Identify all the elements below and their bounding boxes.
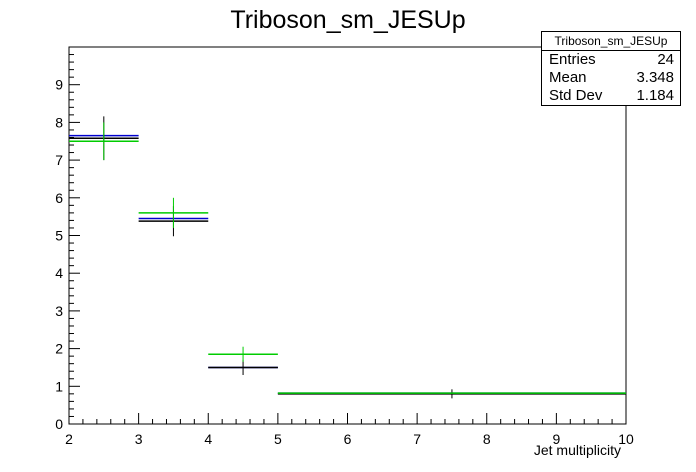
x-tick-label: 6 bbox=[344, 431, 352, 447]
x-tick-label: 3 bbox=[135, 431, 143, 447]
y-tick-label: 6 bbox=[55, 190, 63, 206]
stats-value: 24 bbox=[657, 51, 674, 68]
y-tick-label: 1 bbox=[55, 378, 63, 394]
stats-label: Std Dev bbox=[549, 87, 603, 104]
stats-value: 3.348 bbox=[636, 69, 674, 86]
x-tick-label: 5 bbox=[274, 431, 282, 447]
data-marks bbox=[69, 116, 626, 399]
chart-title: Triboson_sm_JESUp bbox=[230, 6, 466, 34]
x-tick-label: 7 bbox=[413, 431, 421, 447]
y-tick-label: 5 bbox=[55, 228, 63, 244]
x-tick-label: 8 bbox=[483, 431, 491, 447]
stats-box: Triboson_sm_JESUp Entries 24 Mean 3.348 … bbox=[541, 31, 681, 106]
y-tick-label: 7 bbox=[55, 152, 63, 168]
y-tick-label: 3 bbox=[55, 303, 63, 319]
axis-ticks bbox=[68, 46, 627, 425]
x-tick-label: 4 bbox=[204, 431, 212, 447]
stats-box-name: Triboson_sm_JESUp bbox=[542, 32, 680, 51]
stats-label: Entries bbox=[549, 51, 596, 68]
stats-row-entries: Entries 24 bbox=[542, 51, 680, 69]
stats-label: Mean bbox=[549, 69, 587, 86]
x-axis-label: Jet multiplicity bbox=[533, 442, 621, 458]
y-tick-label: 8 bbox=[55, 114, 63, 130]
x-tick-label: 10 bbox=[618, 431, 634, 447]
y-tick-label: 9 bbox=[55, 77, 63, 93]
stats-row-mean: Mean 3.348 bbox=[542, 69, 680, 87]
x-tick-label: 2 bbox=[65, 431, 73, 447]
axis-tick-labels: 2 3 4 5 6 7 8 9 10 0 1 2 3 4 5 6 7 8 9 bbox=[55, 77, 634, 447]
x-tick-label: 9 bbox=[552, 431, 560, 447]
y-tick-label: 2 bbox=[55, 341, 63, 357]
stats-row-stddev: Std Dev 1.184 bbox=[542, 87, 680, 105]
y-tick-label: 4 bbox=[55, 265, 63, 281]
y-tick-label: 0 bbox=[55, 416, 63, 432]
stats-value: 1.184 bbox=[636, 87, 674, 104]
